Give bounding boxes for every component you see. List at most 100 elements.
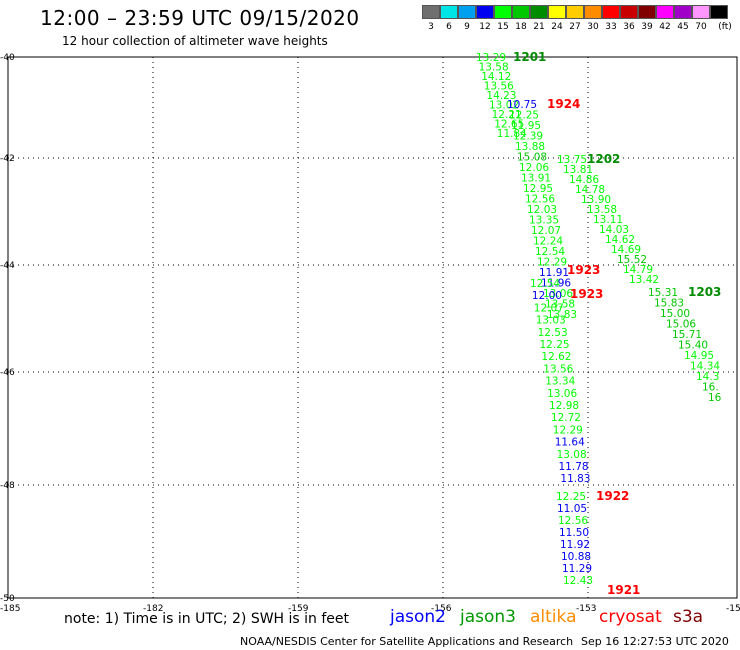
wave-height-value: 13.29 bbox=[476, 52, 506, 64]
satellite-jason3: jason3 bbox=[460, 607, 516, 627]
latitude-label: -42 bbox=[0, 154, 15, 164]
wave-height-value: 13.58 bbox=[587, 204, 617, 216]
footer-timestamp: Sep 16 12:27:53 UTC 2020 bbox=[581, 635, 729, 648]
longitude-label: -182 bbox=[143, 604, 163, 614]
wave-height-value: 12.65 bbox=[494, 119, 524, 131]
wave-height-value: 14.23 bbox=[486, 90, 516, 102]
latitude-label: -46 bbox=[0, 368, 15, 378]
legend-swatch bbox=[422, 5, 440, 19]
wave-height-value: 14.03 bbox=[599, 224, 629, 236]
wave-height-value: 14.69 bbox=[611, 244, 641, 256]
wave-height-value: 14.86 bbox=[569, 174, 599, 186]
legend-swatch bbox=[566, 5, 584, 19]
wave-height-value: 12.98 bbox=[549, 400, 579, 412]
wave-height-value: 14.62 bbox=[605, 234, 635, 246]
footer-credit: NOAA/NESDIS Center for Satellite Applica… bbox=[240, 635, 574, 648]
legend-swatch bbox=[710, 5, 728, 19]
wave-height-value: 14.3 bbox=[696, 371, 719, 383]
wave-height-value: 13.58 bbox=[545, 299, 575, 311]
wave-height-value: 11.83 bbox=[560, 473, 590, 485]
wave-height-value: 15.00 bbox=[660, 308, 690, 320]
wave-height-value: 11.84 bbox=[497, 128, 527, 140]
legend-swatch bbox=[512, 5, 530, 19]
longitude-label: -159 bbox=[288, 604, 309, 614]
legend-label: 12 bbox=[479, 22, 491, 32]
pass-time-label: 1203 bbox=[688, 285, 721, 299]
wave-height-value: 11.64 bbox=[555, 437, 585, 449]
wave-height-value: 13.02 bbox=[489, 100, 519, 112]
legend-label: 18 bbox=[515, 22, 527, 32]
legend-label: (ft) bbox=[718, 22, 732, 32]
wave-height-value: 13.42 bbox=[629, 274, 659, 286]
wave-height-value: 12.21 bbox=[492, 109, 522, 121]
latitude-label: -40 bbox=[0, 53, 15, 63]
wave-height-value: 13.88 bbox=[515, 141, 545, 153]
page-subtitle: 12 hour collection of altimeter wave hei… bbox=[62, 34, 328, 48]
wave-height-value: 11.50 bbox=[559, 527, 589, 539]
wave-height-value: 14.95 bbox=[684, 350, 714, 362]
satellite-jason2: jason2 bbox=[390, 607, 446, 627]
legend-label: 21 bbox=[533, 22, 545, 32]
wave-height-value: 12.07 bbox=[534, 302, 564, 314]
wave-height-value: 13.06 bbox=[543, 288, 573, 300]
legend-label: 45 bbox=[677, 22, 689, 32]
wave-height-value: 10.75 bbox=[507, 99, 537, 111]
legend-swatch bbox=[692, 5, 710, 19]
legend-label: 42 bbox=[659, 22, 671, 32]
legend-label: 33 bbox=[605, 22, 617, 32]
wave-height-value: 12.39 bbox=[513, 131, 543, 143]
legend-swatch bbox=[548, 5, 566, 19]
legend-label: 39 bbox=[641, 22, 653, 32]
pass-time-label: 1923 bbox=[567, 263, 600, 277]
legend-label: 24 bbox=[551, 22, 563, 32]
pass-time-label: 1922 bbox=[596, 489, 629, 503]
wave-height-value: 13.06 bbox=[547, 388, 577, 400]
legend-swatch bbox=[656, 5, 674, 19]
wave-height-value: 15.31 bbox=[648, 287, 678, 299]
wave-height-value: 13.58 bbox=[479, 62, 509, 74]
legend-swatch bbox=[458, 5, 476, 19]
legend-label: 27 bbox=[569, 22, 581, 32]
wave-height-value: 15.40 bbox=[678, 340, 708, 352]
wave-height-value: 12.03 bbox=[527, 204, 557, 216]
wave-height-value: 13.03 bbox=[536, 315, 566, 327]
wave-height-value: 10.88 bbox=[561, 551, 591, 563]
wave-height-value: 11.78 bbox=[559, 461, 589, 473]
legend-label: 30 bbox=[587, 22, 599, 32]
wave-height-value: 12.54 bbox=[535, 246, 565, 258]
wave-height-value: 11.92 bbox=[560, 539, 590, 551]
wave-height-value: 12.25 bbox=[509, 110, 539, 122]
wave-height-value: 12.43 bbox=[563, 575, 593, 587]
wave-height-value: 12.25 bbox=[540, 339, 570, 351]
wave-height-value: 11.91 bbox=[539, 267, 569, 279]
legend-label: 36 bbox=[623, 22, 635, 32]
satellite-s3a: s3a bbox=[673, 607, 704, 627]
wave-height-value: 12.24 bbox=[533, 236, 563, 248]
wave-height-value: 13.91 bbox=[521, 173, 551, 185]
wave-height-value: 15.71 bbox=[672, 329, 702, 341]
wave-height-value: 15.06 bbox=[666, 319, 696, 331]
longitude-label: -156 bbox=[431, 604, 452, 614]
wave-height-value: 12.29 bbox=[553, 424, 583, 436]
wave-height-value: 13.56 bbox=[484, 81, 514, 93]
wave-height-value: 13.56 bbox=[543, 363, 573, 375]
wave-height-value: 12.06 bbox=[519, 162, 549, 174]
page-title: 12:00 – 23:59 UTC 09/15/2020 bbox=[40, 6, 360, 30]
pass-time-label: 1921 bbox=[607, 583, 640, 597]
legend-swatch bbox=[494, 5, 512, 19]
wave-height-value: 13.08 bbox=[557, 449, 587, 461]
map-frame bbox=[7, 56, 738, 599]
wave-height-value: 12.95 bbox=[523, 183, 553, 195]
wave-height-value: 11.96 bbox=[541, 278, 571, 290]
wave-height-value: 14.79 bbox=[623, 264, 653, 276]
wave-height-value: 16. bbox=[702, 382, 719, 394]
pass-time-label: 1923 bbox=[570, 287, 603, 301]
wave-height-value: 13.75 bbox=[557, 154, 587, 166]
legend-swatch bbox=[440, 5, 458, 19]
wave-height-value: 13.34 bbox=[545, 376, 575, 388]
wave-height-value: 12.25 bbox=[556, 491, 586, 503]
legend-label: 9 bbox=[464, 22, 470, 32]
satellite-altika: altika bbox=[530, 607, 577, 627]
wave-height-value: 15.83 bbox=[654, 298, 684, 310]
wave-height-value: 13.11 bbox=[593, 214, 623, 226]
